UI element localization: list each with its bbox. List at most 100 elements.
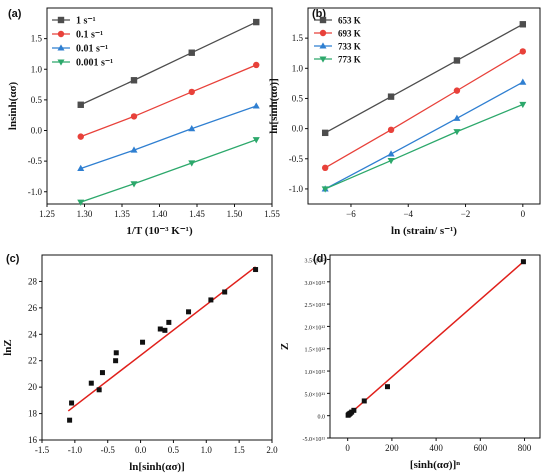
x-tick-label: 1.30 bbox=[77, 209, 93, 219]
x-tick-label: −6 bbox=[346, 209, 356, 219]
y-tick-label: -1.0 bbox=[28, 187, 43, 197]
data-point bbox=[166, 319, 172, 325]
y-tick-label: 18 bbox=[28, 409, 38, 419]
series-line-2 bbox=[80, 64, 257, 138]
legend-label: 0.001 s⁻¹ bbox=[76, 58, 113, 69]
data-point bbox=[321, 164, 329, 172]
legend-marker bbox=[57, 30, 65, 38]
legend-marker bbox=[57, 59, 65, 66]
y-axis-label: lnZ bbox=[2, 339, 14, 356]
y-tick-label: 0.5 bbox=[31, 95, 43, 105]
y-tick-label: 0.5 bbox=[292, 93, 304, 103]
x-tick-label: 1.55 bbox=[264, 209, 280, 219]
data-point bbox=[188, 88, 195, 96]
plot-frame bbox=[329, 254, 541, 439]
legend-marker bbox=[319, 16, 327, 24]
chart-panel-2: −6 −4 −2 0 -1.0 -0.5 0.0 0.5 1.0 1.5 ln (strain/ s… bbox=[268, 7, 541, 237]
x-tick-label: 1.35 bbox=[114, 209, 130, 219]
legend-marker bbox=[57, 16, 65, 24]
y-tick-label: -0.5 bbox=[28, 156, 43, 166]
data-point bbox=[113, 358, 119, 364]
y-axis-label: lnsinh(ασ) bbox=[7, 82, 19, 131]
x-tick-label: 0.0 bbox=[135, 445, 147, 455]
y-tick-label: 16 bbox=[28, 435, 38, 445]
data-point bbox=[453, 87, 461, 94]
x-tick-label: -0.5 bbox=[101, 445, 116, 455]
legend-marker bbox=[319, 42, 327, 49]
y-tick-label: 20 bbox=[28, 382, 38, 392]
data-point bbox=[69, 400, 75, 406]
data-point bbox=[387, 158, 395, 165]
y-tick-label: 26 bbox=[28, 303, 38, 313]
fit-line bbox=[347, 261, 524, 417]
data-point bbox=[77, 164, 85, 172]
x-tick-label: 400 bbox=[429, 443, 443, 453]
data-point bbox=[130, 77, 138, 84]
series-line-4 bbox=[80, 139, 257, 203]
x-axis-label: [sinh(ασ)]ⁿ bbox=[410, 459, 460, 471]
series-line-3 bbox=[80, 105, 257, 170]
legend-marker bbox=[319, 56, 327, 63]
data-point bbox=[351, 407, 357, 413]
data-point bbox=[113, 350, 119, 356]
data-point bbox=[253, 61, 260, 69]
y-tick-label: 0.0 bbox=[292, 124, 304, 134]
y-tick-label: 3.0×10¹² bbox=[305, 281, 326, 287]
data-point bbox=[253, 267, 259, 273]
data-point bbox=[387, 93, 395, 100]
series-line-2 bbox=[324, 50, 524, 169]
data-point bbox=[252, 137, 260, 144]
y-tick-label: 1.5 bbox=[292, 33, 304, 43]
data-point bbox=[140, 339, 146, 345]
data-point bbox=[252, 102, 260, 109]
y-tick-label: 2.0×10¹² bbox=[305, 325, 326, 331]
plot-frame bbox=[41, 254, 273, 441]
y-tick-label: 1.5 bbox=[31, 34, 43, 44]
y-tick-label: 1.0×10¹² bbox=[305, 370, 326, 376]
data-point bbox=[130, 146, 138, 153]
y-tick-label: 24 bbox=[28, 329, 38, 339]
x-axis-label: ln (strain/ s⁻¹) bbox=[391, 225, 457, 237]
data-point bbox=[88, 380, 94, 386]
y-tick-label: 28 bbox=[28, 276, 38, 286]
data-point bbox=[77, 133, 84, 140]
y-tick-label: 2.5×10¹² bbox=[305, 303, 326, 309]
y-tick-label: 1.5×10¹² bbox=[305, 348, 326, 354]
legend-marker bbox=[57, 44, 65, 51]
y-tick-label: 5.0×10¹¹ bbox=[305, 392, 326, 398]
legend-marker bbox=[319, 29, 327, 37]
panel-label: (c) bbox=[6, 253, 20, 265]
chart-panel-1: 1.25 1.30 1.35 1.40 1.45 1.50 1.55-1.0-0.50.00… bbox=[7, 7, 280, 237]
data-point bbox=[130, 113, 138, 120]
data-point bbox=[157, 326, 163, 332]
data-point bbox=[162, 327, 168, 333]
series-line-1 bbox=[80, 21, 257, 106]
data-point bbox=[130, 181, 138, 188]
x-axis-label: ln[sinh(ασ)] bbox=[129, 461, 185, 473]
x-tick-label: 1.25 bbox=[39, 209, 55, 219]
y-tick-label: -0.5 bbox=[289, 154, 304, 164]
data-point bbox=[188, 124, 196, 132]
data-point bbox=[67, 417, 73, 423]
fit-line bbox=[67, 266, 257, 412]
data-point bbox=[188, 160, 196, 167]
x-tick-label: 0 bbox=[521, 209, 526, 219]
x-tick-label: -1.0 bbox=[68, 445, 83, 455]
x-tick-label: 0 bbox=[345, 443, 350, 453]
data-point bbox=[77, 101, 84, 108]
y-tick-label: -1.0 bbox=[289, 184, 304, 194]
panel-label: (d) bbox=[313, 253, 327, 265]
x-tick-label: 1.45 bbox=[189, 209, 205, 219]
y-tick-label: 22 bbox=[28, 356, 37, 366]
series-line-1 bbox=[324, 23, 524, 134]
x-tick-label: 1.40 bbox=[152, 209, 168, 219]
y-tick-label: 3.5×10¹² bbox=[305, 258, 326, 264]
legend-label: 0.01 s⁻¹ bbox=[76, 44, 108, 55]
x-tick-label: −4 bbox=[403, 209, 413, 219]
data-point bbox=[387, 150, 395, 157]
data-point bbox=[188, 49, 195, 56]
x-tick-label: 200 bbox=[385, 443, 399, 453]
data-point bbox=[253, 18, 260, 26]
data-point bbox=[99, 370, 105, 376]
